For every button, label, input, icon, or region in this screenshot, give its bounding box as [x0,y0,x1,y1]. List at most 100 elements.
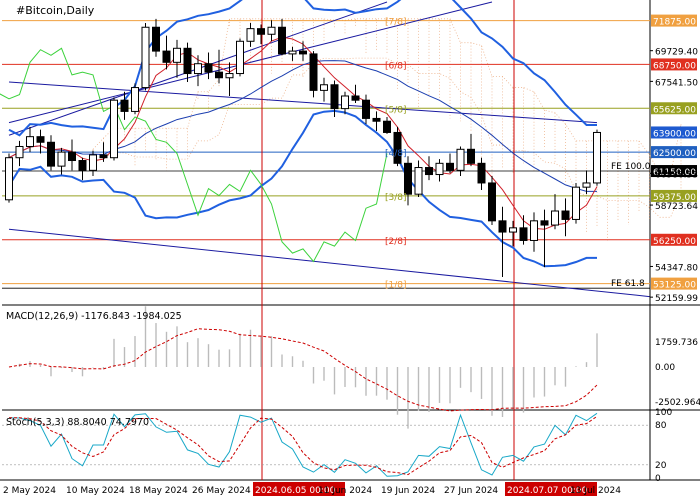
price-tag [651,277,697,290]
candle-body [15,145,24,159]
date-label: 11 Jun 2024 [318,486,372,496]
price-tag-text: 65625.00 [653,105,696,115]
axis-label: 60986.53 [655,170,698,180]
price-tag [651,165,697,178]
murray-label: [6/8] [385,61,407,71]
stoch-axis-label: 20 [655,461,667,471]
candle-body [246,28,255,42]
stoch-d-line [8,415,598,476]
candle-body [582,182,591,188]
candle-body [288,50,297,55]
date-label: 18 May 2024 [129,486,188,496]
stoch-axis-label: 0 [655,474,661,484]
date-label: 19 Jun 2024 [381,486,435,496]
macd-axis-label: 1759.736 [655,338,698,348]
chikou-span [0,47,388,263]
candle-body [530,220,538,241]
candle-body [131,87,139,112]
candle-body [173,47,181,63]
candle-body [215,71,223,79]
candle-body [456,148,465,171]
price-tag [651,146,697,159]
stoch-axis-label: 80 [655,421,667,431]
candle-body [278,26,286,55]
date-label: 27 Jun 2024 [444,486,498,496]
macd-title: MACD(12,26,9) -1176.843 -1984.025 [6,311,182,322]
candle-body [120,99,129,112]
candle-body [551,210,559,226]
price-tag-text: 61150.00 [653,168,696,178]
trend-line [8,1,493,124]
candle-body [519,227,528,241]
candle-body [99,154,108,159]
candle-body [257,28,265,35]
candle-body [477,162,486,184]
candle-body [488,182,496,222]
price-tag-text: 59375.00 [653,193,696,203]
candle-body [414,167,423,195]
price-tag [651,14,697,27]
candle-body [362,99,370,119]
date-label: 10 May 2024 [66,486,125,496]
price-tag [651,189,697,202]
murray-label: [1/8] [385,281,407,291]
trend-line [8,81,598,124]
candle-body [467,148,475,164]
candle-body [572,186,580,220]
candle-body [561,210,570,220]
price-tag [651,58,697,71]
chart-title: #Bitcoin,Daily [16,4,95,17]
candle-body [446,162,454,171]
stoch-k-line [8,412,598,477]
candle-body [425,167,433,176]
candle-body [68,151,76,162]
candle-body [78,160,87,171]
axis-label: 52159.99 [655,294,698,304]
murray-label: [3/8] [385,193,407,203]
murray-label: [7/8] [385,18,407,28]
candle-body [498,220,507,233]
date-label: 26 May 2024 [192,486,251,496]
axis-label: 67541.50 [655,78,698,88]
macd-axis-label: 0.00 [655,363,675,373]
axis-label: 69729.40 [655,48,698,58]
candle-body [309,53,318,91]
candle-body [141,26,150,89]
date-label: 13 Jul 2024 [570,486,621,496]
candle-body [330,84,339,110]
candle-body [236,40,244,75]
fib-label: FE 100.0 [611,162,651,172]
date-label: 2 May 2024 [3,486,56,496]
date-label: 2024.07.07 00:00 [507,486,588,496]
candle-body [393,131,402,164]
candle-body [5,157,13,201]
murray-label: [5/8] [385,105,407,115]
candle-body [26,136,34,147]
candle-body [299,50,307,55]
candle-body [194,63,202,75]
price-tag-text: 56250.00 [653,237,696,247]
date-highlight [505,482,597,496]
candle-body [593,131,601,184]
bollinger-middle [8,60,597,192]
fib-label: FE 61.8 [611,279,645,289]
candle-body [372,117,381,122]
price-tag-text: 68750.00 [653,61,696,71]
candle-body [435,162,444,176]
candle-body [47,141,55,167]
candle-body [341,95,349,110]
candle-body [162,50,171,63]
price-tag [651,233,697,246]
trend-line [8,228,650,298]
macd-signal-line [8,328,598,412]
stoch-title: Stoch(5,3,3) 88.8040 74.7970 [6,417,149,428]
candle-body [152,26,160,52]
axis-label: 54347.80 [655,263,698,273]
candle-body [89,154,97,171]
candle-body [57,151,66,167]
stoch-axis-label: 100 [655,408,672,418]
current-price-text: 63900.00 [653,129,696,139]
candle-body [225,73,234,79]
